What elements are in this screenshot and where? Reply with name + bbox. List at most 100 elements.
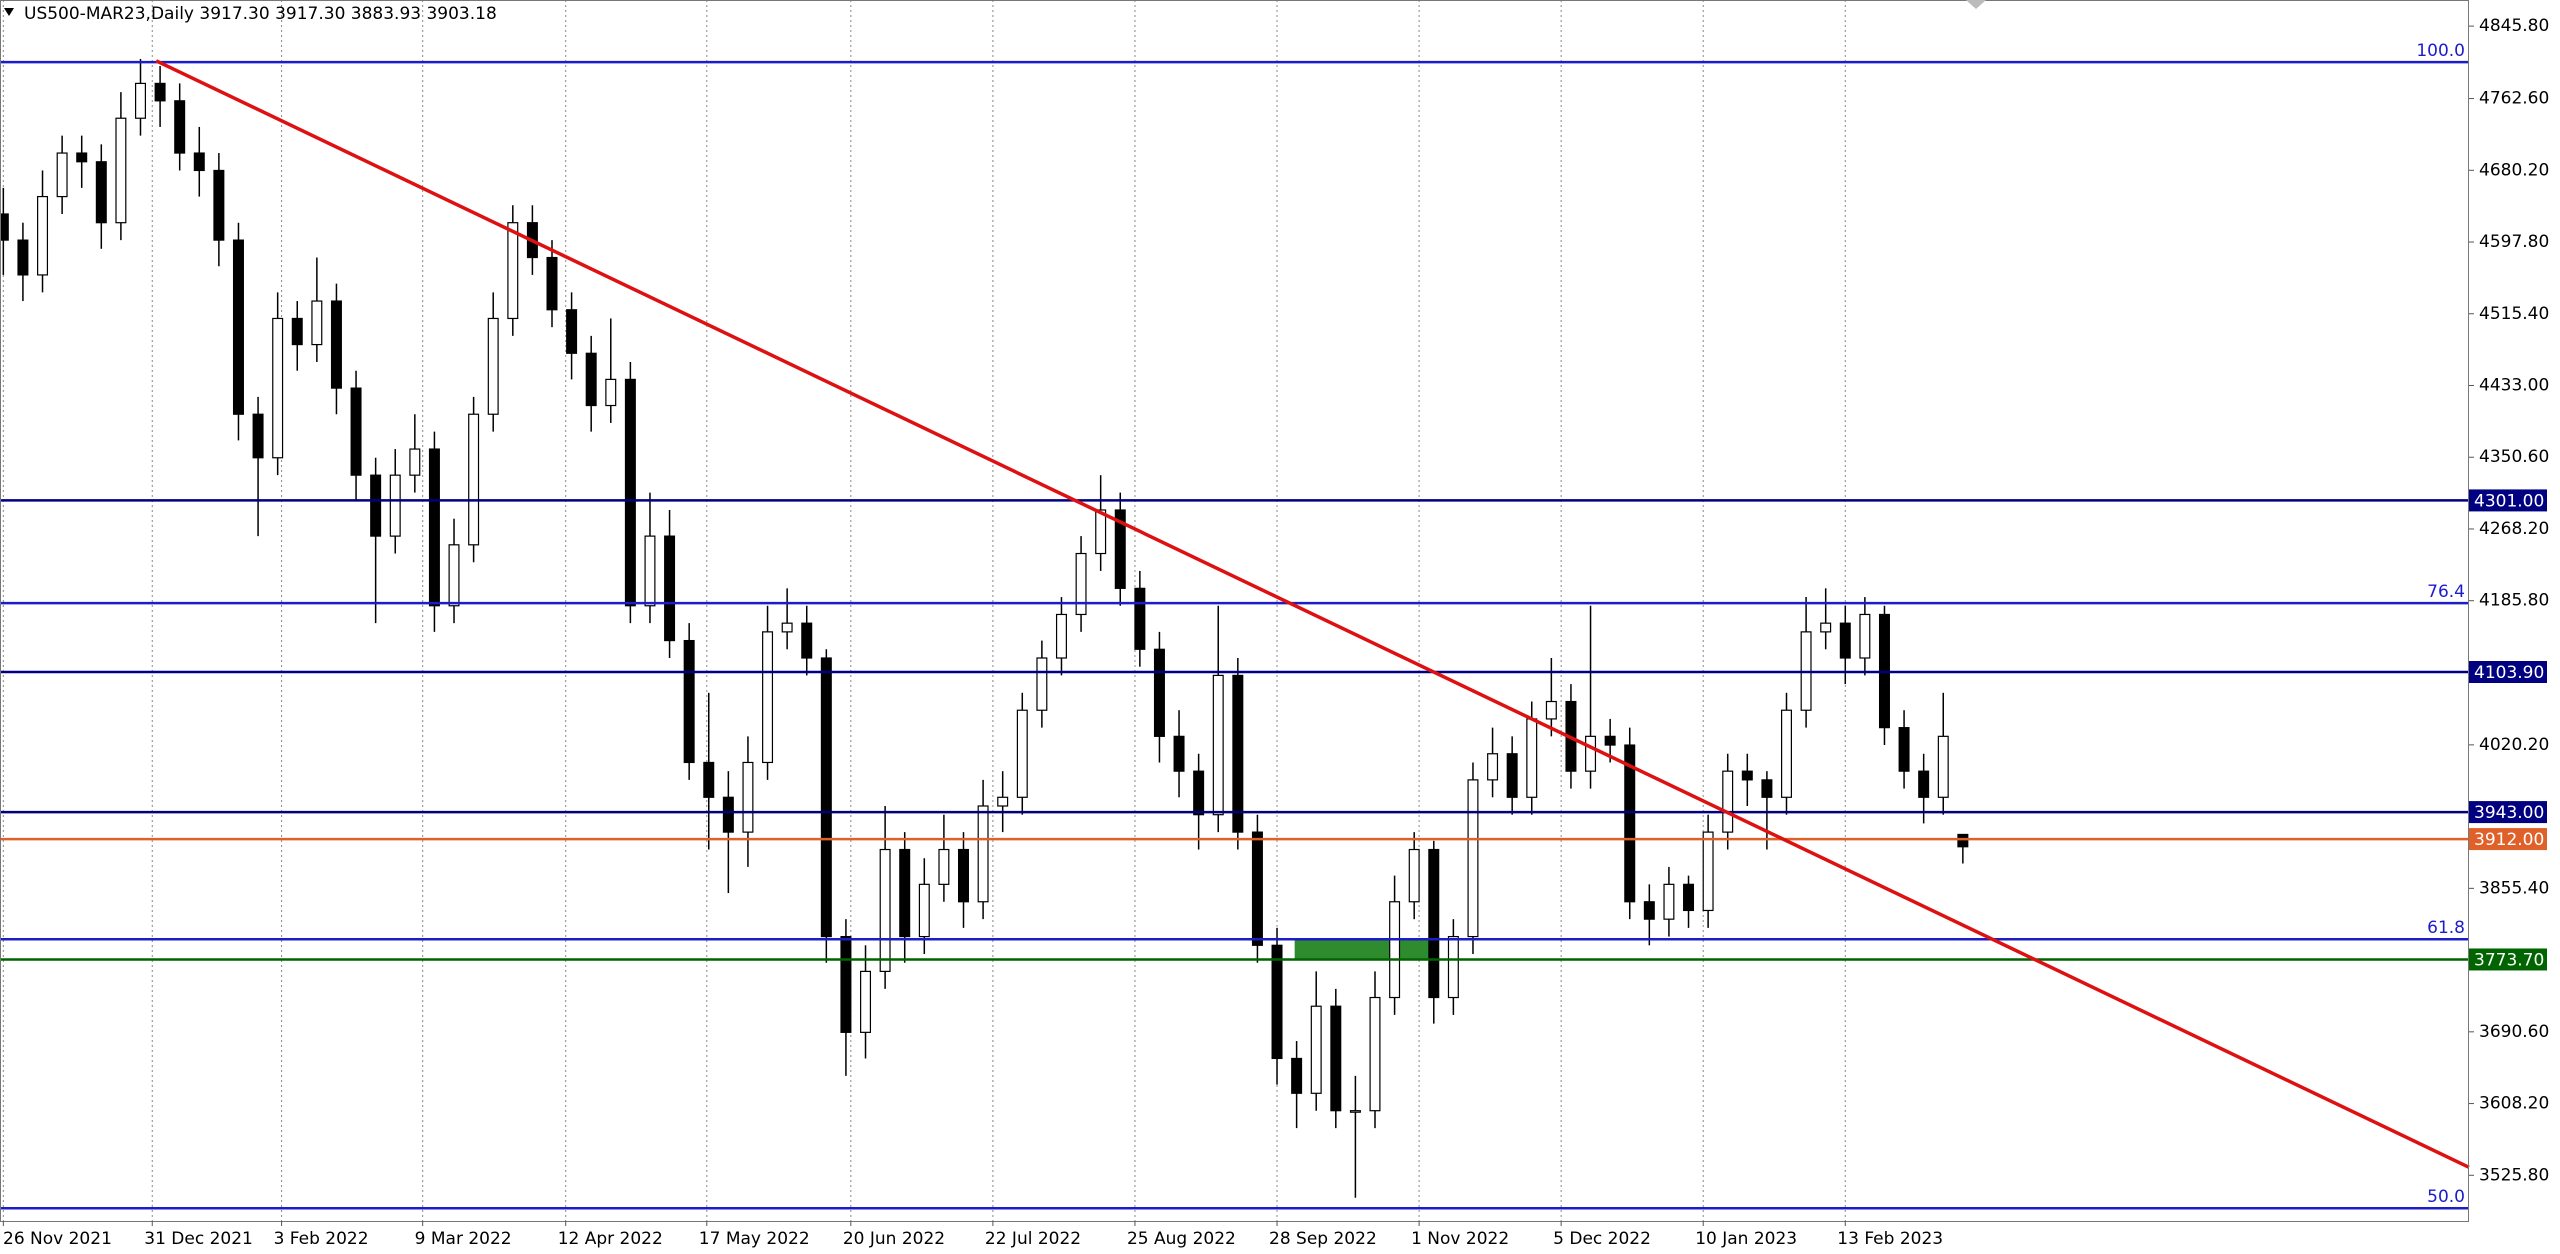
candle-body (977, 805, 989, 903)
x-tick-label: 22 Jul 2022 (985, 1229, 1081, 1249)
candle-body (742, 761, 754, 833)
fib-label: 76.4 (2427, 582, 2465, 602)
candle-body (703, 761, 715, 798)
candle-body (350, 387, 362, 476)
candle-body (1957, 833, 1969, 848)
candle-body (174, 100, 186, 154)
candle-body (428, 448, 440, 607)
candle-body (1389, 901, 1401, 999)
candle-body (487, 317, 499, 415)
candle-body (840, 935, 852, 1033)
candle-body (154, 82, 166, 102)
x-tick-label: 17 May 2022 (699, 1229, 810, 1249)
candle-body (781, 622, 793, 633)
y-tick-label: 3525.80 (2479, 1165, 2549, 1185)
candle-body (409, 448, 421, 476)
x-tick-label: 13 Feb 2023 (1837, 1229, 1943, 1249)
zone (1294, 939, 1432, 960)
candle-body (1702, 831, 1714, 912)
chart-title: US500-MAR23,Daily 3917.30 3917.30 3883.9… (24, 4, 497, 24)
y-tick-label: 4433.00 (2479, 375, 2549, 395)
candle-body (1251, 831, 1263, 946)
candle-body (1369, 996, 1381, 1112)
candle-body (664, 535, 676, 642)
y-tick-label: 4762.60 (2479, 89, 2549, 109)
candle-body (801, 622, 813, 659)
candle-body (1447, 935, 1459, 999)
candle-body (1722, 770, 1734, 833)
candle-body (389, 474, 401, 537)
candle-body (56, 152, 68, 198)
candle-body (232, 239, 244, 415)
candle-body (1506, 753, 1518, 798)
candle-body (1075, 552, 1087, 616)
candle-body (1153, 648, 1165, 737)
candle-body (37, 195, 49, 276)
candle-body (1839, 622, 1851, 659)
candle-body (134, 82, 146, 119)
fib-label: 61.8 (2427, 918, 2465, 938)
candle-body (1212, 674, 1224, 816)
candle-body (1467, 779, 1479, 938)
x-tick-label: 10 Jan 2023 (1695, 1229, 1797, 1249)
plot-frame (0, 0, 2469, 1222)
level-label-box (2469, 948, 2547, 971)
candle-body (1232, 674, 1244, 833)
trendline (155, 59, 2470, 1169)
candle-body (1663, 883, 1675, 920)
candle-body (330, 300, 342, 389)
y-tick-label: 4020.20 (2479, 735, 2549, 755)
y-tick-label: 4680.20 (2479, 160, 2549, 180)
candle-body (1643, 901, 1655, 920)
x-tick-label: 20 Jun 2022 (843, 1229, 945, 1249)
candle-body (899, 848, 911, 938)
candle-body (1330, 1005, 1342, 1112)
candle-body (1173, 735, 1185, 772)
candle-body (624, 378, 636, 607)
level-label: 4301.00 (2474, 491, 2544, 511)
candle-body (252, 413, 264, 459)
candle-body (17, 239, 29, 276)
y-tick-label: 4185.80 (2479, 591, 2549, 611)
level-label: 4103.90 (2474, 663, 2544, 683)
candle-body (1271, 944, 1283, 1060)
candle-body (1487, 753, 1499, 781)
candle-body (1291, 1057, 1303, 1094)
candle-body (860, 970, 872, 1033)
menu-triangle[interactable] (4, 8, 14, 16)
candle-body (879, 848, 891, 973)
candle-body (115, 117, 127, 224)
candle-body (193, 152, 205, 172)
candle-body (1761, 779, 1773, 798)
candle-body (507, 222, 519, 320)
candle-body (1898, 727, 1910, 772)
candle-body (1937, 735, 1949, 798)
candle-body (938, 848, 950, 885)
candle-body (683, 639, 695, 764)
level-label-box (2469, 489, 2547, 512)
x-tick-label: 1 Nov 2022 (1411, 1229, 1509, 1249)
candle-body (1408, 848, 1420, 903)
y-tick-label: 4845.80 (2479, 16, 2549, 36)
candle-body (566, 309, 578, 354)
candle-body (291, 317, 303, 346)
candle-body (1114, 509, 1126, 589)
candle-body (1604, 735, 1616, 746)
x-tick-label: 28 Sep 2022 (1269, 1229, 1377, 1249)
candle-body (468, 413, 480, 546)
x-tick-label: 12 Apr 2022 (558, 1229, 663, 1249)
y-tick-label: 4268.20 (2479, 519, 2549, 539)
candle-body (1780, 709, 1792, 798)
candle-body (213, 169, 225, 241)
candle-body (546, 256, 558, 311)
candle-body (1918, 770, 1930, 798)
candle-body (0, 213, 9, 241)
y-tick-label: 4350.60 (2479, 447, 2549, 467)
level-label-box (2469, 801, 2547, 824)
x-tick-label: 26 Nov 2021 (3, 1229, 112, 1249)
y-tick-label: 4597.80 (2479, 232, 2549, 252)
candle-body (820, 657, 832, 938)
x-tick-label: 5 Dec 2022 (1553, 1229, 1651, 1249)
